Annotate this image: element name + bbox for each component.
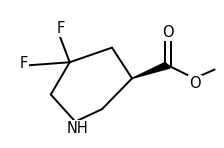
Text: O: O: [189, 77, 201, 91]
Polygon shape: [132, 62, 170, 78]
Text: F: F: [57, 21, 65, 36]
Text: NH: NH: [67, 121, 88, 136]
Text: O: O: [162, 25, 173, 40]
Text: F: F: [20, 56, 28, 71]
